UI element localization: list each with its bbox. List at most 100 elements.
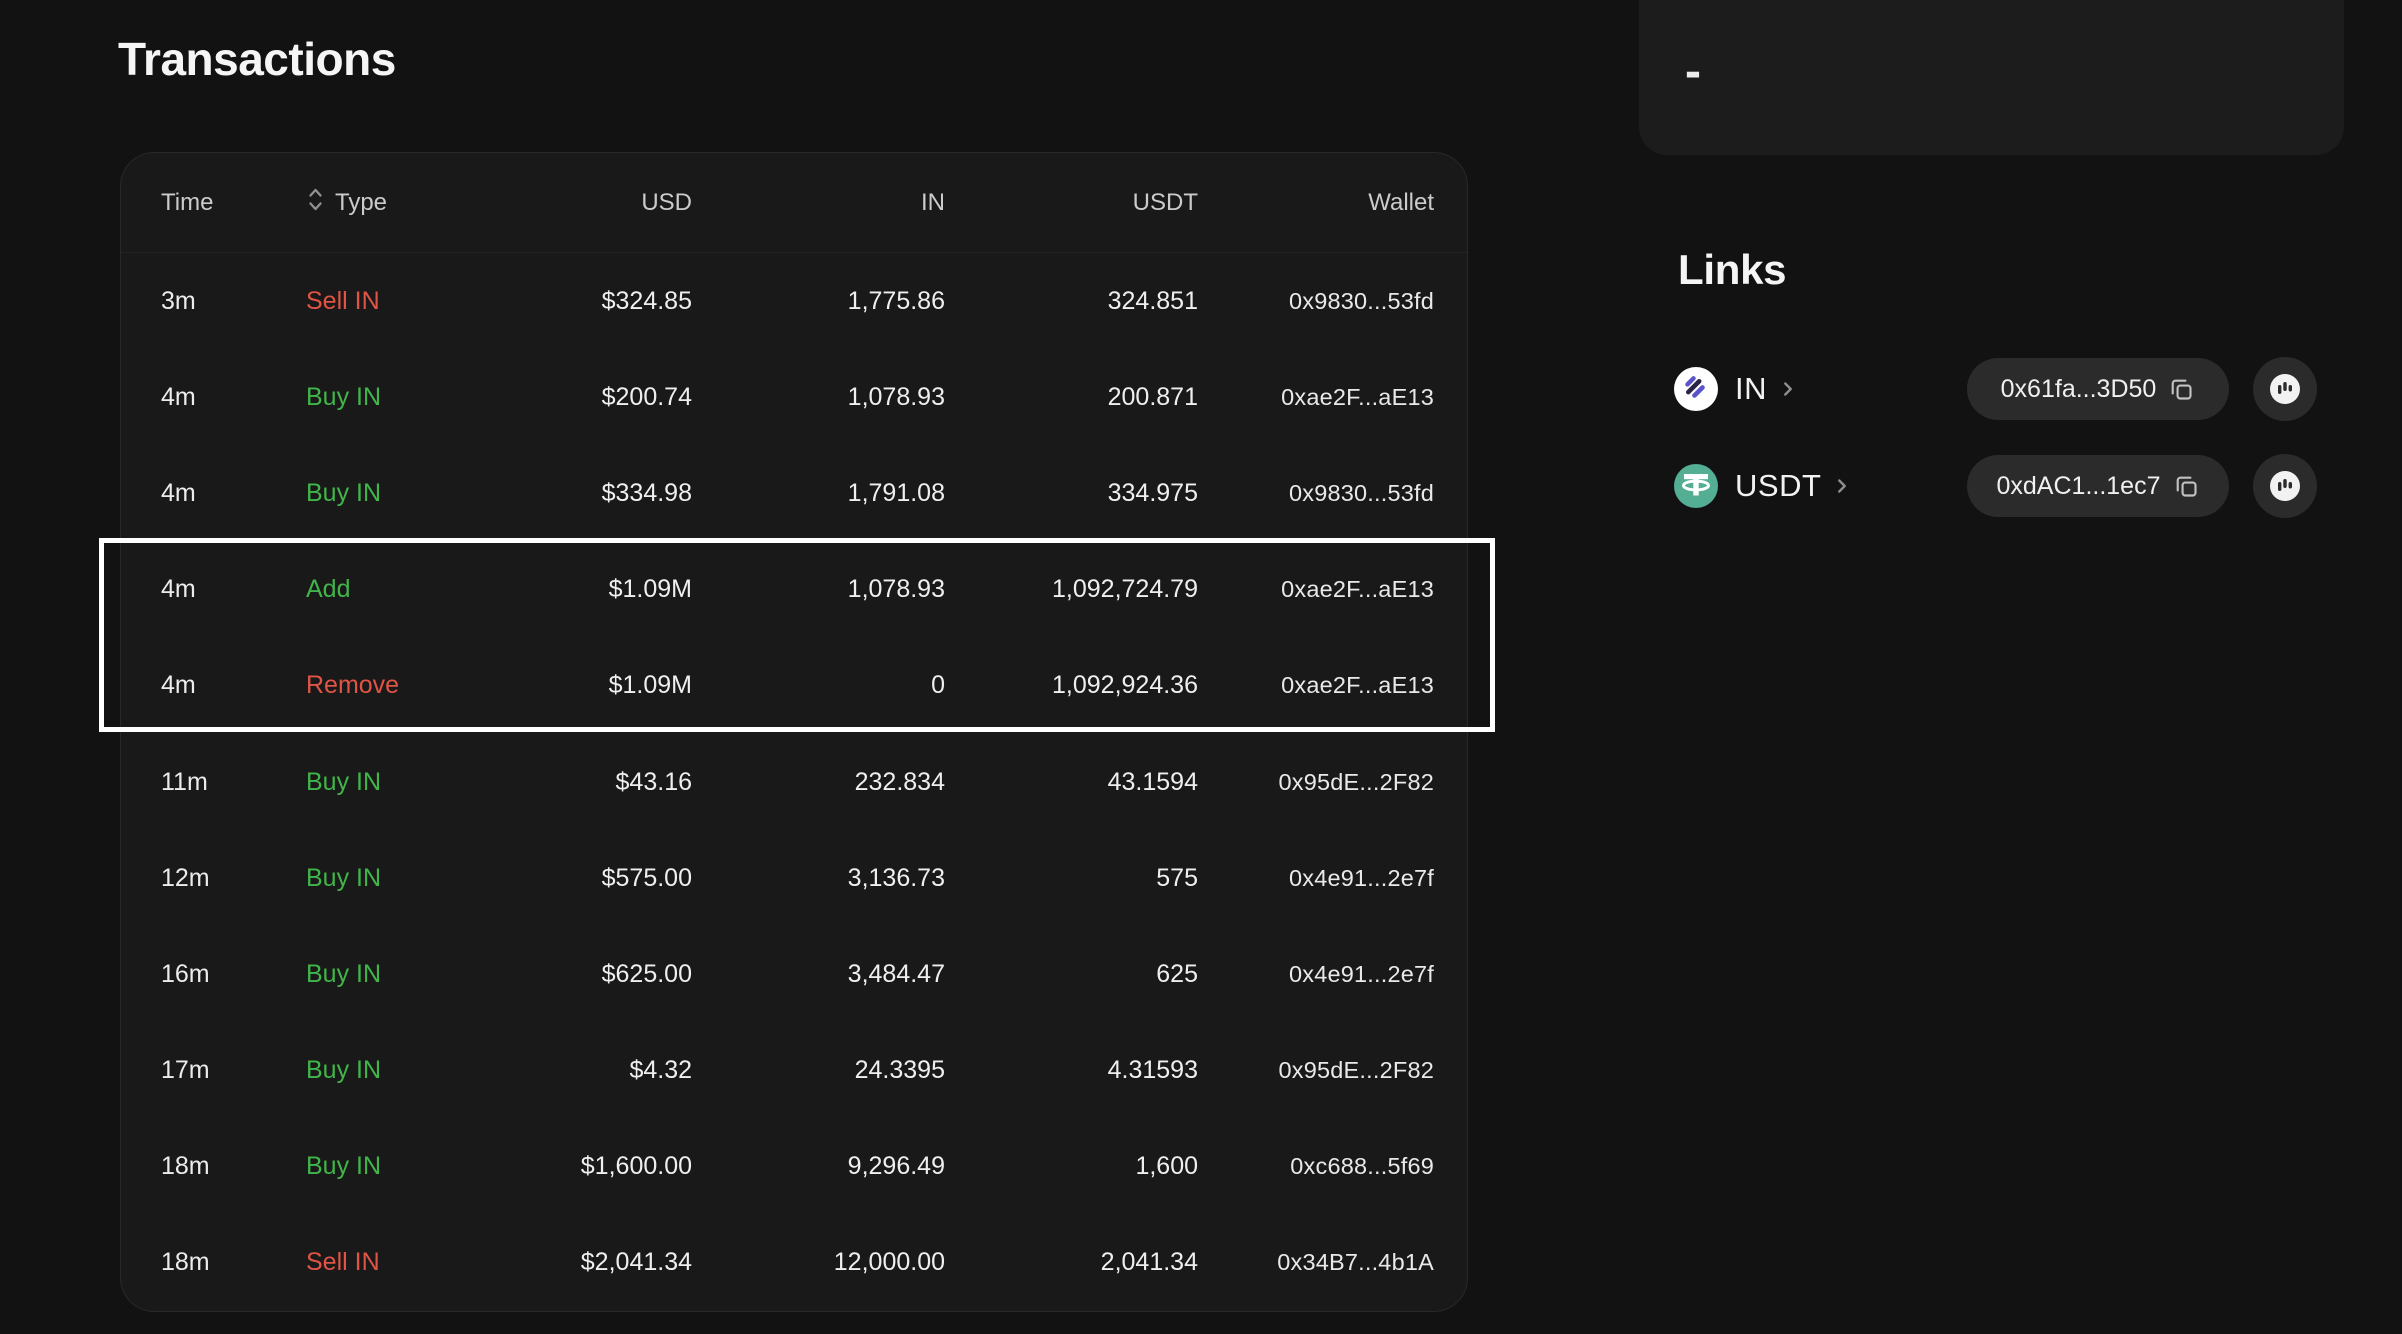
table-row[interactable]: 18m Buy IN $1,600.00 9,296.49 1,600 0xc6… xyxy=(121,1119,1467,1215)
cell-type: Sell IN xyxy=(306,1248,380,1277)
etherscan-icon xyxy=(2269,470,2301,502)
cell-time: 11m xyxy=(161,767,208,796)
table-row[interactable]: 16m Buy IN $625.00 3,484.47 625 0x4e91..… xyxy=(121,926,1467,1022)
table-row[interactable]: 11m Buy IN $43.16 232.834 43.1594 0x95dE… xyxy=(121,734,1467,830)
cell-time: 4m xyxy=(161,478,196,507)
cell-type: Remove xyxy=(306,671,400,700)
etherscan-icon xyxy=(2269,373,2301,405)
cell-in: 1,078.93 xyxy=(847,575,945,604)
cell-usd: $324.85 xyxy=(601,286,692,315)
cell-in: 9,296.49 xyxy=(847,1152,945,1181)
cell-usd: $1.09M xyxy=(608,575,692,604)
cell-time: 17m xyxy=(161,1056,210,1085)
cell-usd: $4.32 xyxy=(629,1056,692,1085)
links-heading: Links xyxy=(1678,246,1787,293)
cell-usd: $625.00 xyxy=(601,959,692,988)
cell-time: 12m xyxy=(161,863,210,892)
column-header-usdt: USDT xyxy=(1132,188,1198,216)
cell-wallet[interactable]: 0xc688...5f69 xyxy=(1290,1153,1434,1180)
explorer-button[interactable] xyxy=(2253,454,2317,518)
link-row: USDT 0xdAC1...1ec7 xyxy=(1674,454,2317,518)
cell-wallet[interactable]: 0x95dE...2F82 xyxy=(1278,1057,1434,1084)
table-row[interactable]: 4m Buy IN $334.98 1,791.08 334.975 0x983… xyxy=(121,445,1467,541)
token-link-label[interactable]: USDT xyxy=(1735,468,1822,503)
table-row[interactable]: 4m Buy IN $200.74 1,078.93 200.871 0xae2… xyxy=(121,349,1467,445)
cell-in: 3,484.47 xyxy=(847,959,945,988)
cell-usdt: 1,600 xyxy=(1135,1152,1198,1181)
usdt-token-icon xyxy=(1674,464,1718,508)
stat-clipped-value: 24.14588 xyxy=(1685,0,1826,4)
table-row[interactable]: 18m Sell IN $2,041.34 12,000.00 2,041.34… xyxy=(121,1215,1467,1311)
cell-in: 24.3395 xyxy=(854,1056,945,1085)
cell-type: Buy IN xyxy=(306,1152,382,1181)
stat-empty-dash: - xyxy=(1685,45,1701,98)
address-text: 0xdAC1...1ec7 xyxy=(1996,471,2161,500)
cell-time: 3m xyxy=(161,286,196,315)
cell-wallet[interactable]: 0x9830...53fd xyxy=(1288,287,1434,314)
table-row[interactable]: 4m Remove $1.09M 0 1,092,924.36 0xae2F..… xyxy=(121,638,1467,734)
cell-type: Buy IN xyxy=(306,382,382,411)
cell-usdt: 200.871 xyxy=(1107,382,1198,411)
in-token-icon xyxy=(1674,367,1718,411)
copy-icon[interactable] xyxy=(2168,376,2195,403)
cell-usdt: 625 xyxy=(1156,959,1198,988)
chevron-right-icon xyxy=(1777,378,1799,400)
cell-time: 16m xyxy=(161,959,210,988)
cell-usdt: 324.851 xyxy=(1107,286,1198,315)
cell-wallet[interactable]: 0xae2F...aE13 xyxy=(1281,576,1434,603)
cell-wallet[interactable]: 0xae2F...aE13 xyxy=(1281,672,1434,699)
table-row[interactable]: 4m Add $1.09M 1,078.93 1,092,724.79 0xae… xyxy=(121,542,1467,638)
cell-in: 3,136.73 xyxy=(847,863,945,892)
link-row: IN 0x61fa...3D50 xyxy=(1674,357,2317,421)
cell-type: Buy IN xyxy=(306,767,382,796)
cell-wallet[interactable]: 0x34B7...4b1A xyxy=(1277,1249,1434,1276)
cell-time: 4m xyxy=(161,382,196,411)
cell-in: 1,791.08 xyxy=(847,478,945,507)
table-row[interactable]: 12m Buy IN $575.00 3,136.73 575 0x4e91..… xyxy=(121,830,1467,926)
cell-in: 1,078.93 xyxy=(847,382,945,411)
cell-wallet[interactable]: 0x4e91...2e7f xyxy=(1288,864,1434,891)
cell-usdt: 575 xyxy=(1156,863,1198,892)
address-text: 0x61fa...3D50 xyxy=(2000,374,2157,403)
chevron-right-icon xyxy=(1831,475,1853,497)
table-header: Time Type USD IN USDT Wallet xyxy=(121,153,1467,253)
explorer-button[interactable] xyxy=(2253,357,2317,421)
column-header-wallet: Wallet xyxy=(1368,188,1434,216)
column-header-type[interactable]: Type xyxy=(306,186,466,220)
cell-wallet[interactable]: 0x95dE...2F82 xyxy=(1278,768,1434,795)
cell-usd: $1,600.00 xyxy=(580,1152,692,1181)
address-pill[interactable]: 0xdAC1...1ec7 xyxy=(1967,455,2229,517)
table-row[interactable]: 3m Sell IN $324.85 1,775.86 324.851 0x98… xyxy=(121,253,1467,349)
cell-type: Buy IN xyxy=(306,959,382,988)
cell-usd: $334.98 xyxy=(601,478,692,507)
cell-usdt: 334.975 xyxy=(1107,478,1198,507)
cell-in: 232.834 xyxy=(854,767,945,796)
stat-card: 24.14588 - xyxy=(1639,0,2344,155)
cell-usd: $575.00 xyxy=(601,863,692,892)
token-link-label[interactable]: IN xyxy=(1735,371,1767,406)
address-pill[interactable]: 0x61fa...3D50 xyxy=(1967,358,2229,420)
cell-usd: $1.09M xyxy=(608,671,692,700)
cell-type: Buy IN xyxy=(306,863,382,892)
cell-usdt: 2,041.34 xyxy=(1100,1248,1198,1277)
cell-usd: $2,041.34 xyxy=(580,1248,692,1277)
cell-in: 1,775.86 xyxy=(847,286,945,315)
cell-type: Add xyxy=(306,575,351,604)
cell-time: 18m xyxy=(161,1152,210,1181)
table-row[interactable]: 17m Buy IN $4.32 24.3395 4.31593 0x95dE.… xyxy=(121,1023,1467,1119)
transactions-card: Time Type USD IN USDT Wallet 3m Sell IN … xyxy=(120,152,1468,1312)
cell-wallet[interactable]: 0x4e91...2e7f xyxy=(1288,960,1434,987)
sort-icon[interactable] xyxy=(306,186,325,220)
links-list: IN 0x61fa...3D50 xyxy=(1674,357,2317,518)
cell-type: Buy IN xyxy=(306,1056,382,1085)
cell-time: 18m xyxy=(161,1248,210,1277)
column-header-time: Time xyxy=(161,188,214,216)
column-header-usd: USD xyxy=(641,188,692,216)
copy-icon[interactable] xyxy=(2173,473,2200,500)
cell-wallet[interactable]: 0xae2F...aE13 xyxy=(1281,383,1434,410)
cell-wallet[interactable]: 0x9830...53fd xyxy=(1288,479,1434,506)
page-title: Transactions xyxy=(118,33,396,85)
cell-usd: $200.74 xyxy=(601,382,692,411)
column-header-type-label: Type xyxy=(335,188,388,216)
cell-type: Buy IN xyxy=(306,478,382,507)
